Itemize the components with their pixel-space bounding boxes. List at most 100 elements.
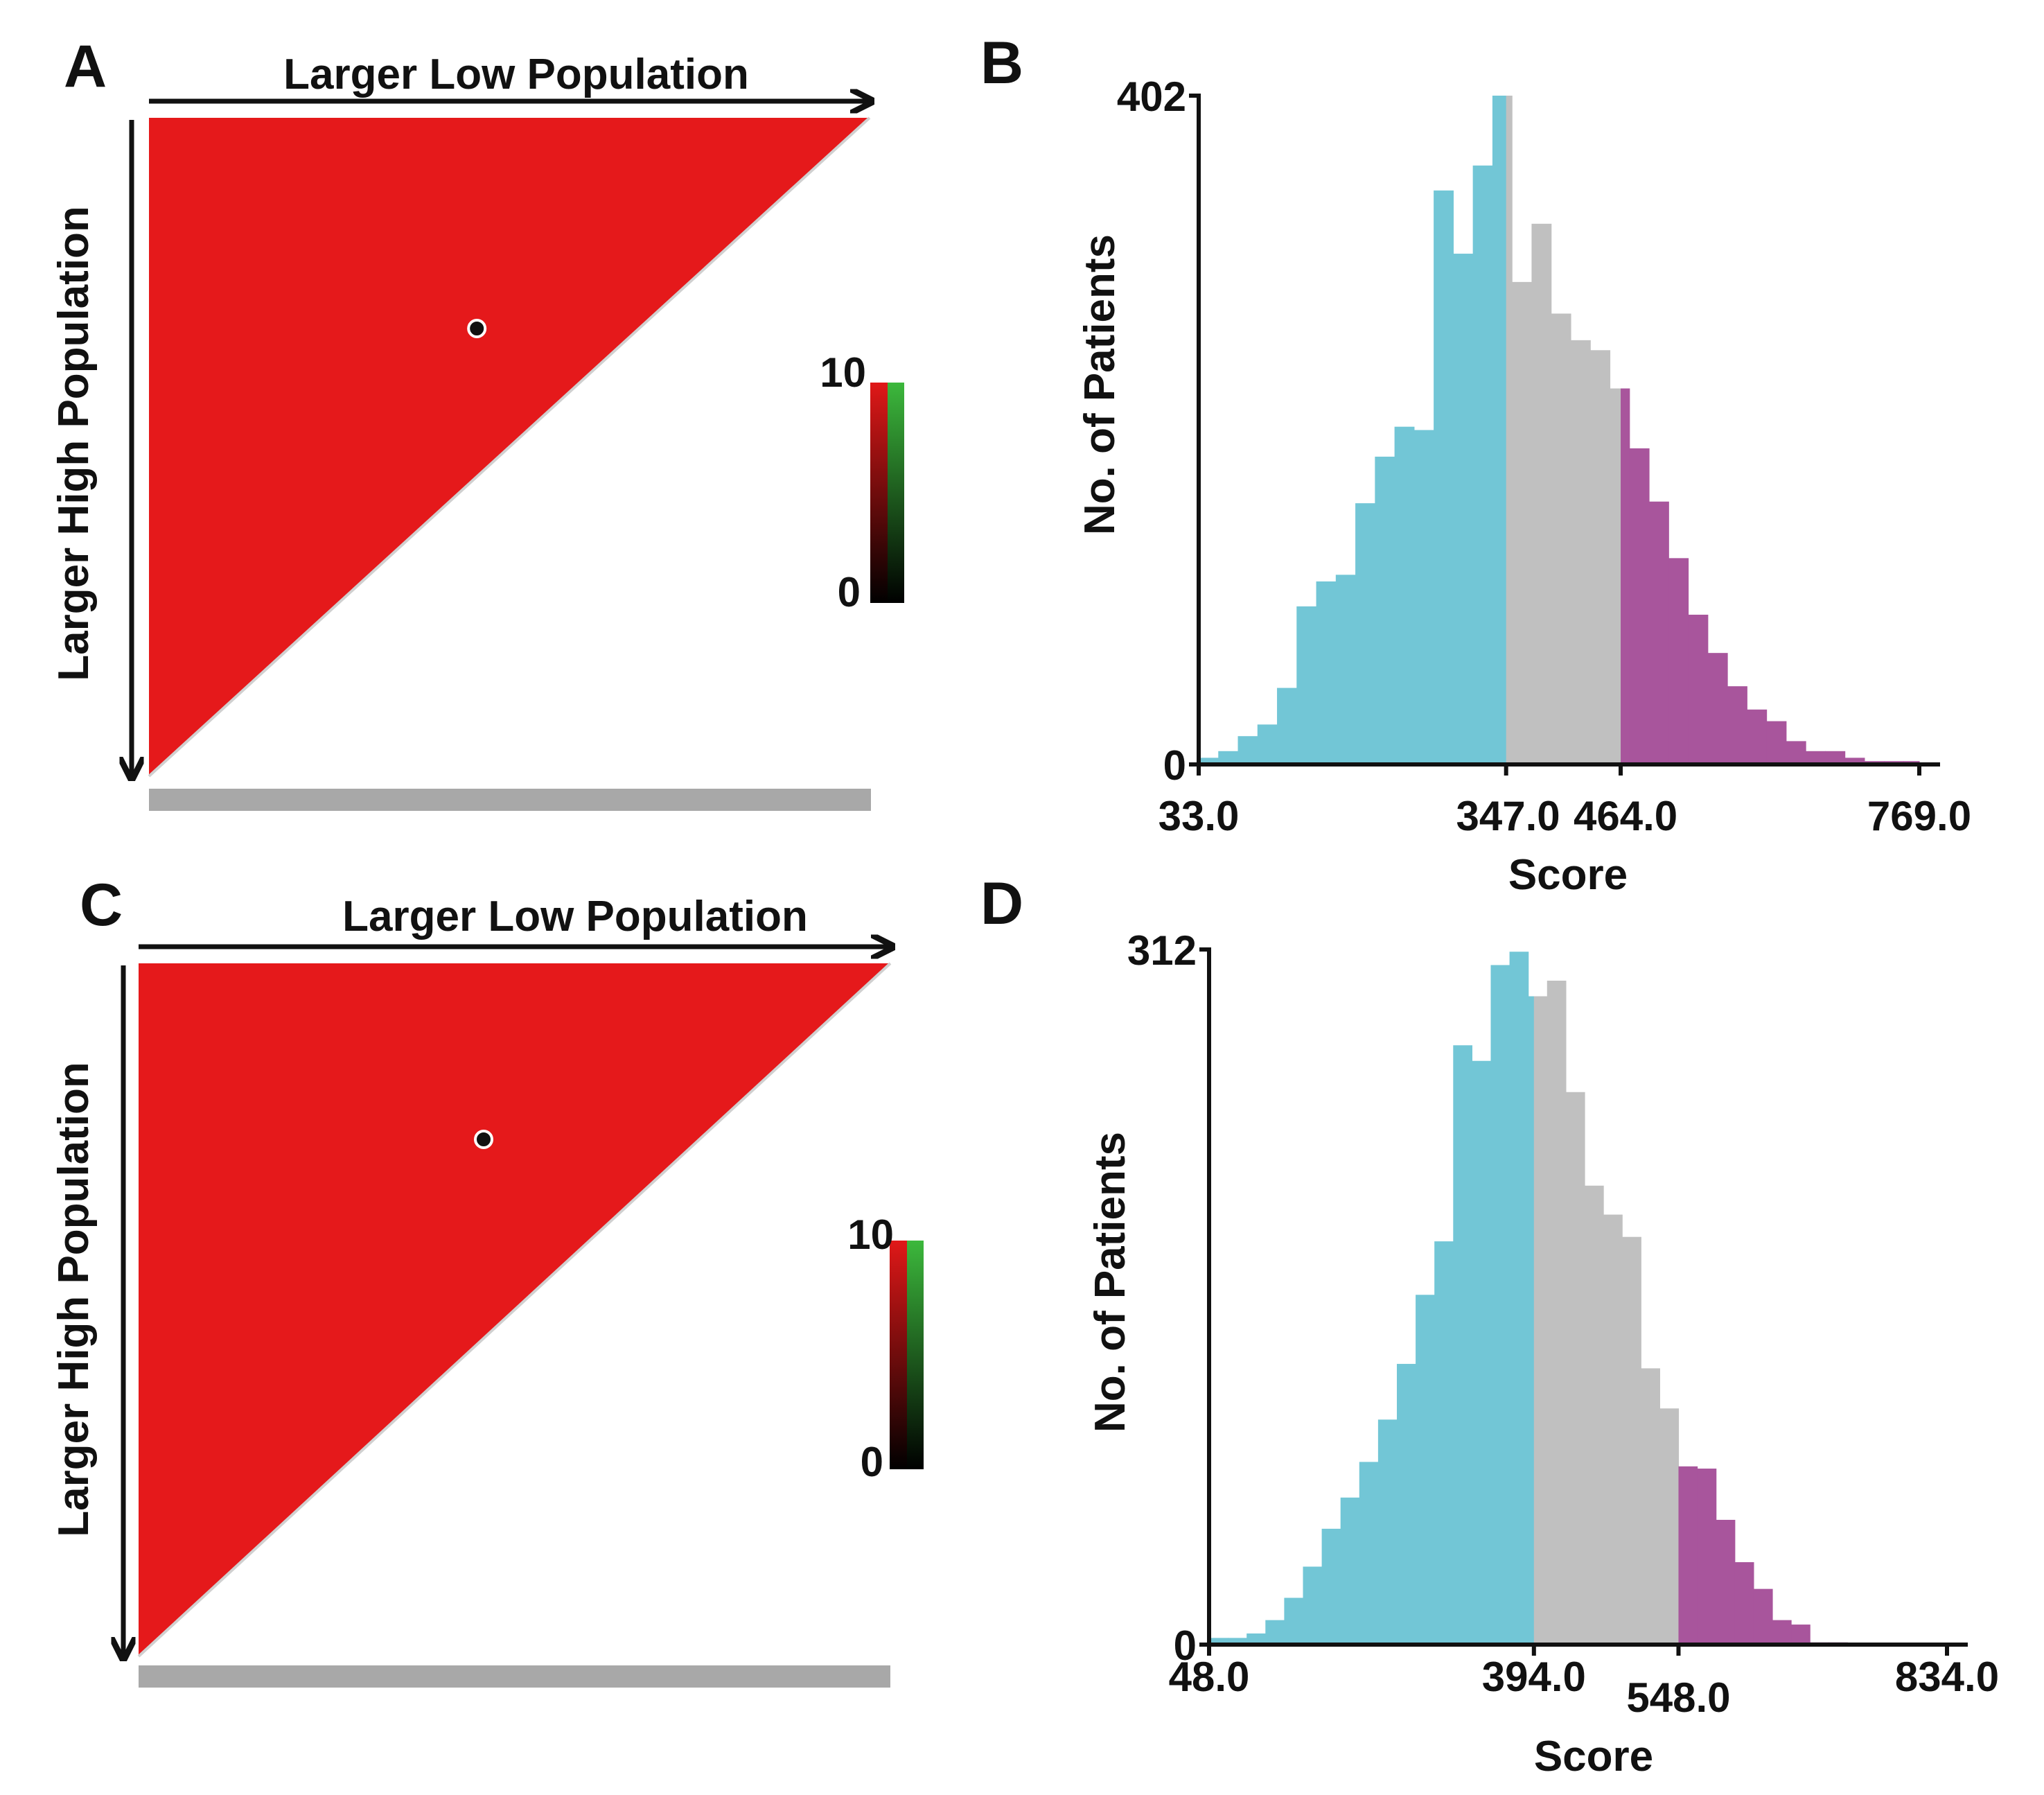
panel-d-bar: [1396, 1363, 1416, 1645]
panel-d-bar: [1246, 1633, 1266, 1645]
panel-c-y-title: Larger High Population: [50, 1062, 98, 1536]
panel-d-x-tick-label: 834.0: [1895, 1654, 1999, 1700]
panel-c-optimal-point: [474, 1130, 494, 1149]
panel-d-bars: [1209, 952, 1848, 1645]
panel-c-colorbar-green: [907, 1241, 924, 1469]
panel-d-x-tick-label: 48.0: [1169, 1654, 1250, 1700]
panel-b-y-tick-label: 402: [1117, 73, 1186, 120]
panel-d-bar: [1434, 1241, 1454, 1645]
panel-b-bar: [1492, 96, 1507, 764]
panel-d-bar: [1622, 1236, 1641, 1645]
panel-d-bar: [1716, 1519, 1736, 1645]
panel-b-x-tick-label: 347.0: [1456, 793, 1560, 839]
panel-b-bar: [1355, 503, 1375, 764]
panel-d-x-tick-label: 394.0: [1482, 1654, 1586, 1700]
panel-a-cutoff-bar: [149, 789, 871, 811]
panel-d-bar: [1641, 1368, 1660, 1645]
panel-d-bar: [1209, 1638, 1228, 1645]
panel-b-bar: [1453, 254, 1474, 765]
panel-d-bar: [1528, 996, 1535, 1645]
panel-b-bar: [1413, 430, 1434, 764]
panel-c-cutoff-bar: [139, 1665, 890, 1688]
panel-d-bar: [1697, 1469, 1717, 1645]
panel-b-x-title: Score: [1508, 851, 1628, 899]
panel-d-y-tick-label: 0: [1174, 1622, 1197, 1669]
panel-b-y-tick-label: 0: [1163, 742, 1186, 789]
panel-d-bar: [1321, 1528, 1341, 1645]
panel-d-bar: [1377, 1419, 1398, 1645]
panel-b-bar: [1218, 751, 1239, 764]
panel-b-x-tick-label: 33.0: [1158, 793, 1240, 839]
panel-b-x-tick-label: 464.0: [1574, 793, 1677, 839]
panel-b-bar: [1277, 688, 1297, 764]
panel-d-y-tick-label: 312: [1127, 927, 1197, 974]
panel-a-colorbar-max-label: 10: [820, 349, 866, 396]
panel-b-bar: [1257, 724, 1278, 764]
panel-d-y-title: No. of Patients: [1086, 1132, 1134, 1433]
panel-b-bar: [1472, 165, 1493, 764]
panel-b-bar: [1649, 501, 1669, 764]
panel-d-x-tick-label: 548.0: [1626, 1674, 1730, 1721]
panel-letter-a: A: [64, 33, 107, 100]
panel-b-bar: [1316, 581, 1337, 764]
panel-d-bar: [1340, 1497, 1360, 1645]
panel-b-bar: [1394, 426, 1415, 764]
panel-a-colorbar-red: [870, 383, 888, 603]
panel-b-bar: [1844, 758, 1865, 764]
panel-d-bar: [1734, 1562, 1754, 1645]
panel-d-bar: [1791, 1625, 1810, 1645]
panel-a-colorbar-min-label: 0: [838, 569, 861, 615]
panel-a: A Larger Low Population Larger High Popu…: [50, 33, 904, 811]
panel-d-x-title: Score: [1534, 1733, 1653, 1780]
panel-d-axes: 0 312 48.0 394.0 548.0 834.0: [1127, 927, 1999, 1721]
panel-c-x-title: Larger Low Population: [342, 893, 808, 940]
panel-letter-c: C: [80, 872, 123, 938]
panel-d-bar: [1565, 1092, 1585, 1645]
panel-b-bar: [1570, 340, 1591, 764]
panel-b-bar: [1335, 575, 1356, 764]
panel-a-x-title: Larger Low Population: [283, 51, 749, 98]
panel-b-bar: [1825, 751, 1846, 764]
panel-b-bar: [1610, 388, 1621, 764]
panel-d-bar: [1416, 1295, 1435, 1645]
panel-c-colorbar-red: [890, 1241, 907, 1469]
panel-b-bar: [1786, 741, 1806, 764]
panel-d-bar: [1490, 965, 1510, 1645]
panel-d-bar: [1772, 1620, 1792, 1645]
panel-b-y-title: No. of Patients: [1076, 234, 1124, 535]
panel-d-bar: [1228, 1638, 1247, 1645]
panel-b-bar: [1806, 751, 1826, 764]
panel-letter-b: B: [980, 30, 1023, 96]
panel-d-bar: [1472, 1060, 1492, 1645]
panel-b-bar: [1621, 388, 1630, 764]
panel-a-optimal-point: [467, 319, 487, 338]
panel-b-bar: [1512, 281, 1533, 764]
panel-d-bar: [1753, 1588, 1773, 1645]
panel-c: C Larger Low Population Larger High Popu…: [50, 872, 924, 1688]
panel-b-bar: [1707, 653, 1728, 764]
panel-d-bar: [1678, 1466, 1698, 1645]
panel-d-bar: [1359, 1462, 1379, 1645]
panel-d-bar: [1509, 952, 1529, 1645]
panel-b-bar: [1747, 709, 1768, 764]
panel-d-bar: [1603, 1214, 1623, 1645]
panel-d-bar: [1284, 1597, 1304, 1645]
panel-a-y-title: Larger High Population: [50, 206, 98, 681]
panel-d-bar: [1453, 1045, 1472, 1645]
panel-b-bar: [1668, 558, 1689, 764]
panel-b-bar: [1766, 721, 1787, 764]
panel-a-triangle-edge: [148, 116, 871, 778]
panel-d-bar: [1547, 981, 1567, 1645]
panel-b-bar: [1688, 614, 1709, 764]
panel-a-colorbar-green: [888, 383, 904, 603]
panel-d-bar: [1303, 1566, 1323, 1645]
panel-b-bar: [1434, 190, 1454, 764]
panel-d: D No. of Patients Score 0 312 48.0 394.0 548…: [980, 870, 1999, 1780]
panel-d-bar: [1659, 1408, 1680, 1645]
panel-b-bar: [1727, 686, 1747, 764]
panel-b-bar: [1506, 96, 1513, 764]
panel-letter-d: D: [980, 870, 1023, 937]
panel-d-bar: [1265, 1620, 1285, 1645]
panel-b-bar: [1199, 758, 1219, 764]
